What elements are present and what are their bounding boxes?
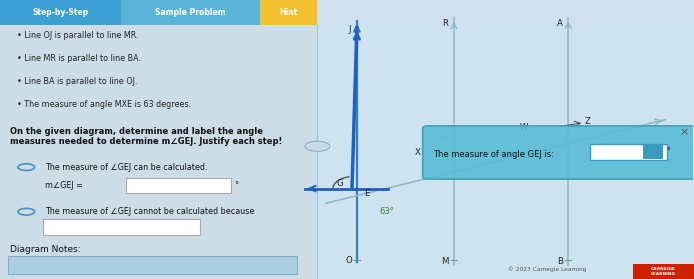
- Text: Hint: Hint: [280, 8, 298, 17]
- Text: • Line MR is parallel to line BA.: • Line MR is parallel to line BA.: [17, 54, 142, 63]
- FancyBboxPatch shape: [423, 126, 694, 179]
- Text: °: °: [234, 181, 238, 190]
- Text: O: O: [345, 256, 352, 265]
- Text: Sample Problem: Sample Problem: [155, 8, 226, 17]
- FancyBboxPatch shape: [43, 219, 200, 235]
- Text: Diagram Notes:: Diagram Notes:: [10, 245, 81, 254]
- Text: G: G: [337, 179, 343, 188]
- Text: © 2023 Carnegie Learning: © 2023 Carnegie Learning: [508, 266, 586, 272]
- Text: ×: ×: [680, 128, 689, 138]
- Text: M: M: [441, 257, 448, 266]
- Text: A: A: [557, 19, 563, 28]
- Text: Z: Z: [584, 117, 590, 126]
- Text: Given:: Given:: [10, 15, 42, 25]
- FancyBboxPatch shape: [317, 25, 693, 278]
- Text: On the given diagram, determine and label the angle
measures needed to determine: On the given diagram, determine and labe…: [10, 127, 282, 146]
- Text: 63°: 63°: [379, 207, 394, 216]
- Text: °: °: [667, 147, 670, 156]
- FancyBboxPatch shape: [633, 264, 694, 279]
- Circle shape: [305, 141, 330, 151]
- Text: X: X: [414, 148, 421, 157]
- FancyBboxPatch shape: [126, 178, 230, 193]
- Text: The measure of ∠GEJ can be calculated.: The measure of ∠GEJ can be calculated.: [45, 163, 208, 172]
- Text: ▾: ▾: [191, 223, 196, 234]
- Text: W: W: [520, 123, 528, 132]
- Text: ...: ...: [440, 131, 448, 140]
- FancyBboxPatch shape: [8, 256, 296, 274]
- Text: • Line BA is parallel to line OJ.: • Line BA is parallel to line OJ.: [17, 77, 137, 86]
- FancyBboxPatch shape: [260, 0, 317, 25]
- FancyBboxPatch shape: [121, 0, 260, 25]
- Text: J: J: [348, 25, 350, 34]
- Text: The measure of ∠GEJ cannot be calculated because: The measure of ∠GEJ cannot be calculated…: [45, 207, 255, 216]
- Text: m∠GEJ =: m∠GEJ =: [45, 181, 83, 190]
- Text: B: B: [557, 257, 563, 266]
- Text: m∠MXE is given.: m∠MXE is given.: [15, 265, 84, 274]
- Text: Step-by-Step: Step-by-Step: [33, 8, 89, 17]
- Text: CARNEGIE
LEARNING: CARNEGIE LEARNING: [651, 267, 676, 276]
- FancyBboxPatch shape: [0, 0, 121, 25]
- Text: • Line OJ is parallel to line MR.: • Line OJ is parallel to line MR.: [17, 31, 139, 40]
- Text: • The measure of angle MXE is 63 degrees.: • The measure of angle MXE is 63 degrees…: [17, 100, 192, 109]
- Text: E: E: [364, 189, 369, 198]
- Text: The measure of angle GEJ is:: The measure of angle GEJ is:: [433, 150, 554, 159]
- FancyBboxPatch shape: [643, 145, 663, 159]
- FancyBboxPatch shape: [591, 144, 668, 160]
- FancyBboxPatch shape: [0, 25, 317, 278]
- Text: R: R: [442, 19, 448, 28]
